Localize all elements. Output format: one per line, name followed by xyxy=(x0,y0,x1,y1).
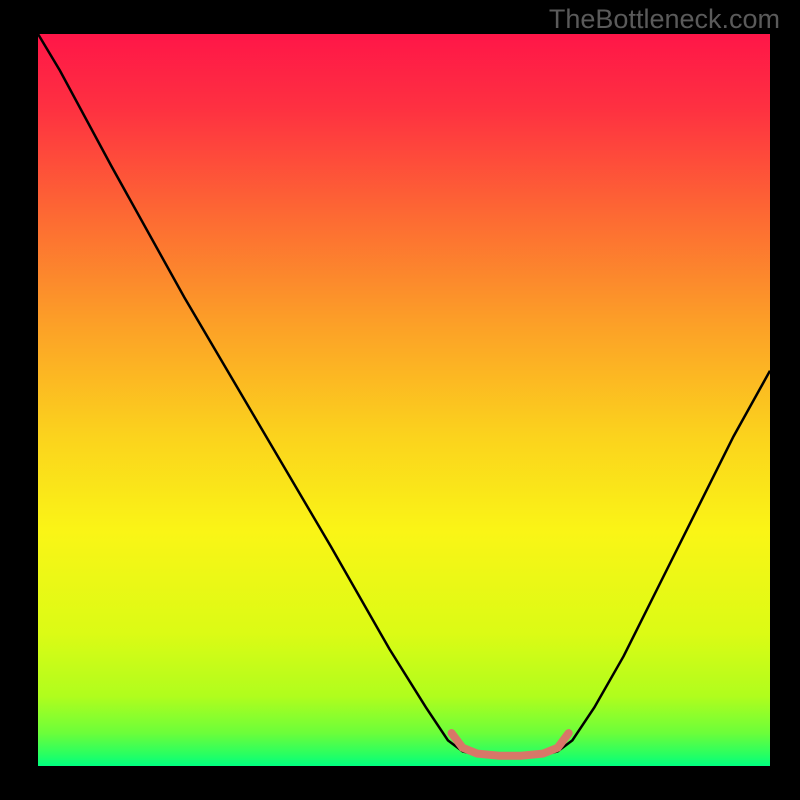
flat-region-marker xyxy=(452,733,569,756)
chart-svg xyxy=(38,34,770,766)
bottleneck-curve xyxy=(38,34,770,756)
watermark-text: TheBottleneck.com xyxy=(549,4,780,35)
plot-area xyxy=(38,34,770,766)
